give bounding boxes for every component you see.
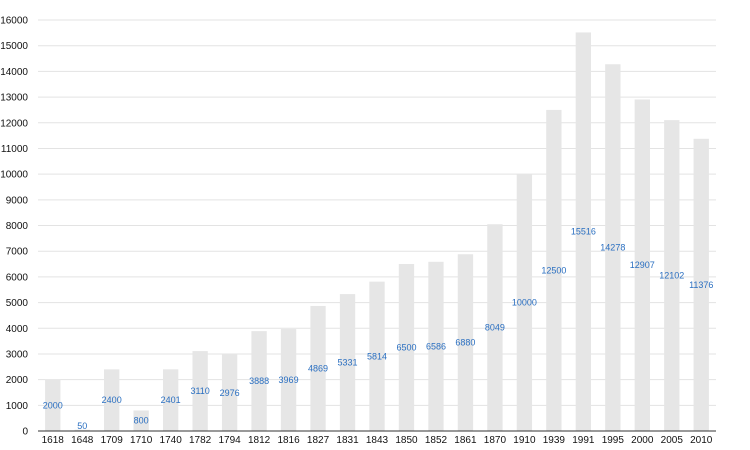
data-label: 5331 <box>338 358 358 368</box>
bar <box>398 264 415 431</box>
bar <box>605 64 621 431</box>
y-tick-label: 10000 <box>0 170 28 181</box>
data-label: 11376 <box>689 280 713 290</box>
data-label: 800 <box>134 416 149 426</box>
data-label: 50 <box>77 421 87 431</box>
x-tick-label: 1852 <box>425 435 448 446</box>
y-tick-label: 6000 <box>6 272 29 283</box>
x-tick-label: 1861 <box>454 435 477 446</box>
bar <box>45 379 61 431</box>
x-tick-label: 1850 <box>395 435 418 446</box>
data-label: 4869 <box>308 363 328 373</box>
x-tick-label: 1782 <box>189 435 212 446</box>
data-label: 5814 <box>367 351 387 361</box>
bar <box>546 109 562 431</box>
x-tick-label: 1827 <box>307 435 330 446</box>
data-label: 3110 <box>190 386 209 396</box>
data-label: 3888 <box>249 376 269 386</box>
data-label: 12500 <box>541 265 566 275</box>
data-label: 8049 <box>485 323 505 333</box>
x-tick-label: 2010 <box>690 435 713 446</box>
bar <box>251 331 267 431</box>
data-label: 6880 <box>455 338 475 348</box>
y-tick-label: 9000 <box>6 195 29 206</box>
data-label: 2400 <box>102 395 122 405</box>
bar <box>221 354 238 431</box>
x-tick-label: 2000 <box>631 435 654 446</box>
bar <box>339 294 356 431</box>
x-tick-label: 1618 <box>42 435 65 446</box>
bar <box>192 351 208 431</box>
bar <box>369 281 385 431</box>
bar <box>104 369 120 431</box>
bar <box>664 120 680 431</box>
bar <box>162 369 179 431</box>
y-tick-label: 14000 <box>0 67 28 78</box>
y-tick-label: 16000 <box>0 16 28 27</box>
y-tick-label: 7000 <box>6 247 29 258</box>
y-tick-label: 0 <box>22 427 28 438</box>
x-tick-label: 1740 <box>160 435 183 446</box>
bar <box>575 32 592 432</box>
data-label: 2000 <box>43 400 63 410</box>
data-label: 2976 <box>220 388 240 398</box>
bar <box>693 138 709 432</box>
bar <box>280 329 297 431</box>
data-label: 3969 <box>279 375 299 385</box>
y-tick-label: 4000 <box>6 324 29 335</box>
x-tick-label: 1648 <box>71 435 94 446</box>
x-tick-label: 1710 <box>130 435 153 446</box>
y-tick-label: 8000 <box>6 221 29 232</box>
bar <box>310 305 326 431</box>
data-label: 12907 <box>630 260 655 270</box>
y-tick-label: 5000 <box>6 298 29 309</box>
data-label: 14278 <box>600 243 625 253</box>
y-tick-label: 15000 <box>0 41 28 52</box>
bar <box>516 174 533 431</box>
bar <box>428 261 444 431</box>
bar <box>457 254 474 431</box>
data-label: 15516 <box>571 227 596 237</box>
x-tick-label: 1843 <box>366 435 389 446</box>
bar <box>74 429 90 431</box>
data-labels: 2000 50 2400 800 2401 3110 2976 3888 3969 4869 533… <box>43 227 714 431</box>
x-tick-label: 1709 <box>101 435 124 446</box>
x-tick-label: 1939 <box>543 435 566 446</box>
y-tick-label: 1000 <box>6 401 29 412</box>
y-tick-label: 11000 <box>1 144 29 155</box>
bar <box>487 224 503 431</box>
bar <box>634 99 650 431</box>
x-tick-label: 1831 <box>336 435 359 446</box>
data-label: 12102 <box>659 271 684 281</box>
y-tick-label: 13000 <box>0 93 28 104</box>
x-tick-label: 1816 <box>277 435 300 446</box>
x-tick-label: 1812 <box>248 435 271 446</box>
x-tick-label: 1995 <box>602 435 625 446</box>
x-tick-label: 1910 <box>513 435 536 446</box>
x-axis-tick-labels: 1618 1648 1709 1710 1740 1782 1794 1812 1816 1827… <box>42 435 713 446</box>
data-label: 10000 <box>512 298 537 308</box>
y-tick-label: 2000 <box>6 375 29 386</box>
y-axis-tick-labels: 0 1000 2000 3000 4000 5000 6000 7000 8000 9000 100… <box>0 16 28 438</box>
bar <box>133 410 149 431</box>
y-tick-label: 12000 <box>0 118 28 129</box>
x-tick-label: 1870 <box>484 435 507 446</box>
data-label: 6500 <box>396 343 416 353</box>
bars <box>45 32 709 432</box>
y-tick-label: 3000 <box>6 349 29 360</box>
data-label: 6586 <box>426 341 446 351</box>
data-label: 2401 <box>161 395 181 405</box>
x-tick-label: 2005 <box>661 435 684 446</box>
x-tick-label: 1991 <box>572 435 595 446</box>
x-tick-label: 1794 <box>218 435 241 446</box>
